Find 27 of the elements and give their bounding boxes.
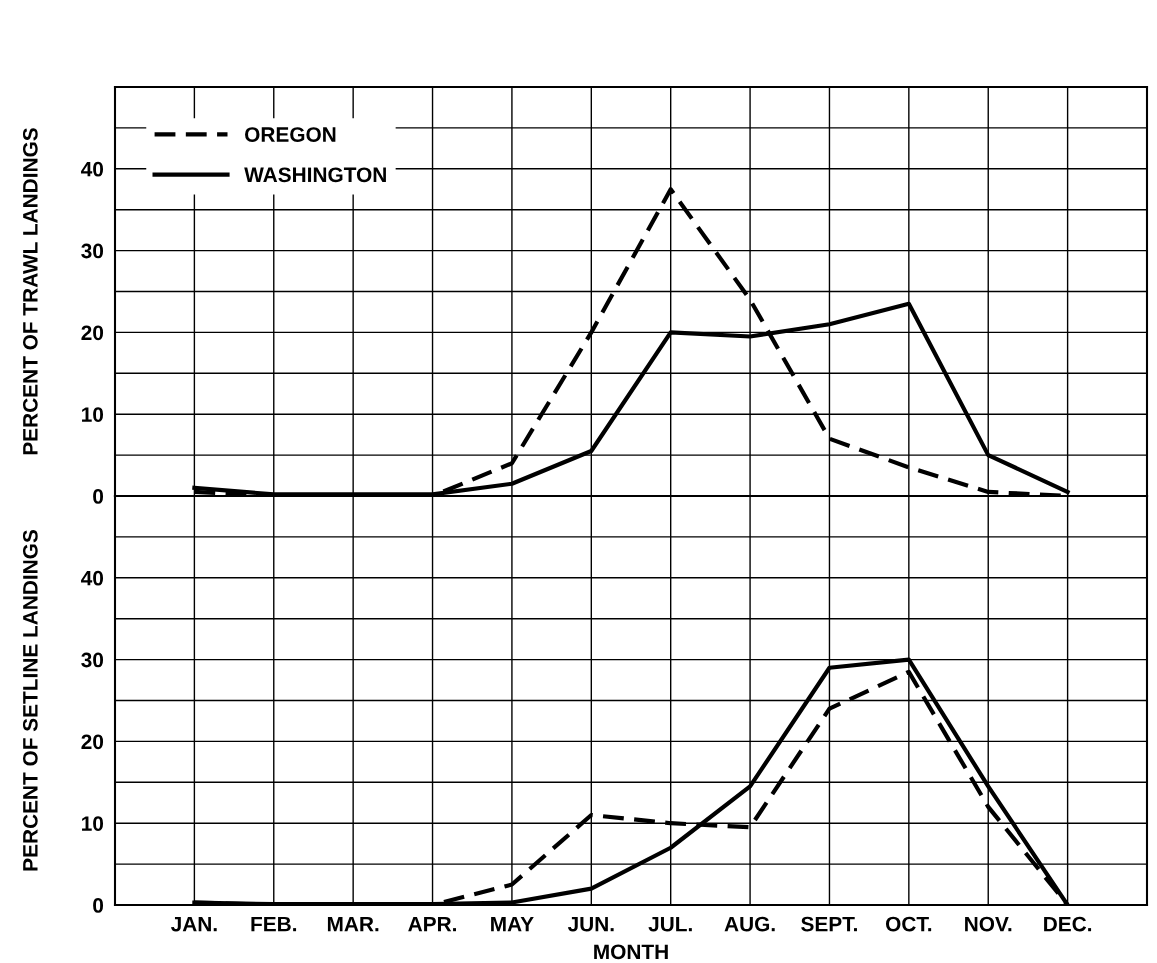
y-tick-label: 0 (93, 489, 104, 504)
x-tick-label: SEPT. (801, 916, 857, 932)
y-tick-label: 10 (82, 407, 104, 422)
y-axis-title: PERCENT OF TRAWL LANDINGS (22, 128, 38, 455)
y-tick-label: 20 (81, 734, 104, 750)
x-tick-label: AUG. (724, 916, 775, 932)
legend-label: WASHINGTON (244, 167, 386, 183)
x-tick-label: JAN. (170, 916, 217, 932)
x-axis-title: MONTH (594, 944, 668, 960)
x-tick-label: OCT. (885, 916, 932, 932)
y-tick-label: 0 (93, 898, 104, 913)
y-tick-label: 40 (81, 161, 104, 177)
x-tick-label: NOV. (965, 916, 1012, 932)
y-tick-label: 30 (81, 652, 104, 668)
y-tick-label: 40 (81, 570, 104, 586)
x-tick-label: DEC. (1044, 916, 1092, 932)
y-axis-title: PERCENT OF SETLINE LANDINGS (22, 530, 38, 871)
x-tick-label: MAY (491, 916, 534, 932)
x-tick-label: JUL. (648, 916, 692, 932)
x-tick-label: APR. (408, 916, 456, 932)
y-tick-label: 20 (81, 325, 104, 341)
y-tick-label: 10 (82, 816, 104, 831)
x-tick-label: JUN. (567, 916, 614, 932)
legend-label: OREGON (245, 127, 336, 142)
y-tick-label: 30 (81, 243, 104, 259)
x-tick-label: MAR. (327, 916, 379, 932)
x-tick-label: FEB. (251, 916, 297, 932)
